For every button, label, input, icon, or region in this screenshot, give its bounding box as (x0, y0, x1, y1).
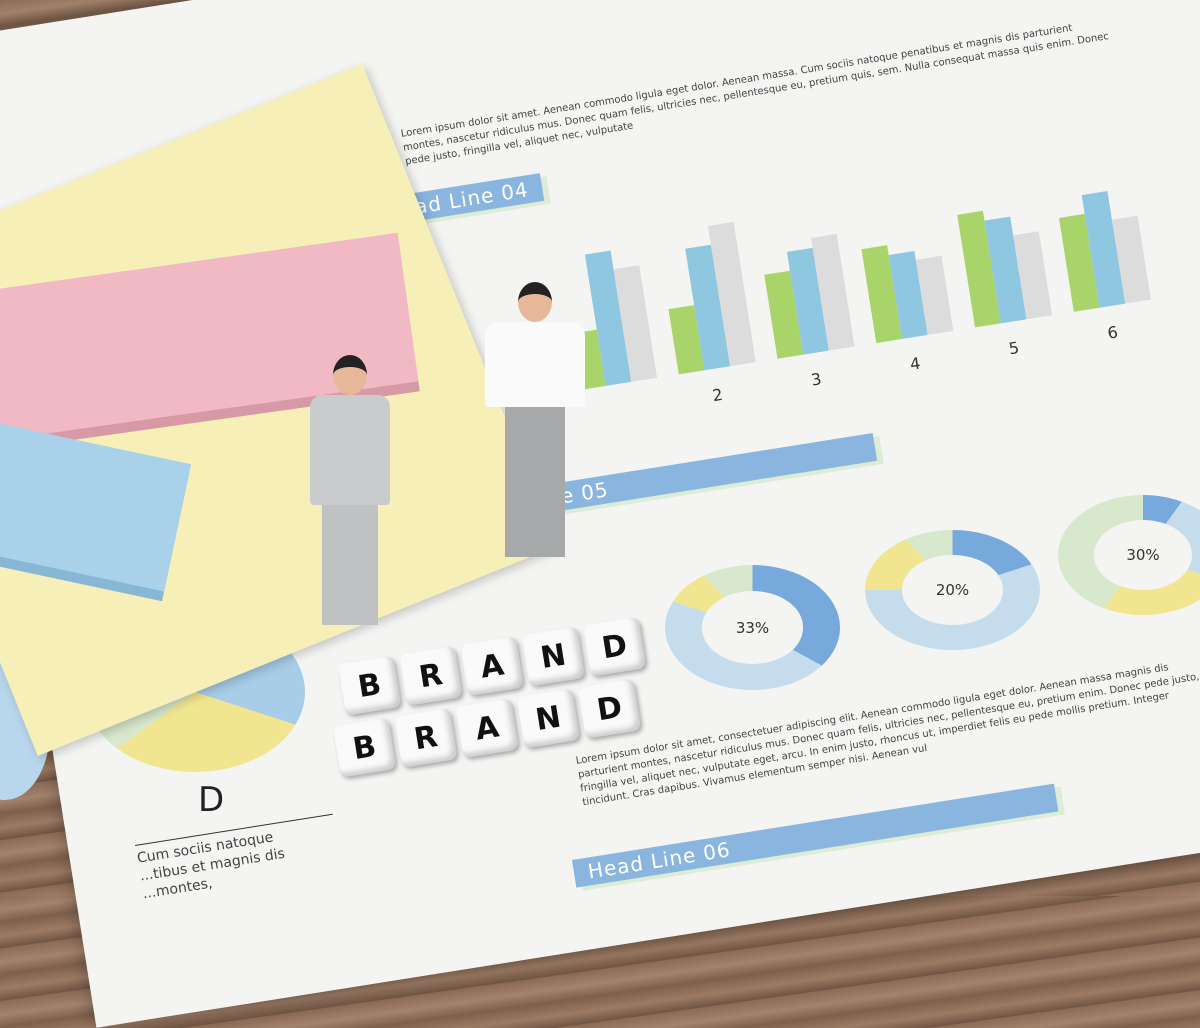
bar-group: 4 (861, 237, 954, 374)
figurine-suit (290, 355, 410, 625)
donut-label: 30% (1093, 520, 1193, 590)
figurine-torso (485, 322, 585, 407)
figurine-torso (310, 395, 390, 505)
bar-group: 2 (656, 221, 756, 405)
donut-label: 33% (701, 591, 804, 664)
donut-33: 33% (665, 565, 840, 690)
letter-cube: R (394, 707, 458, 768)
letter-cube: N (516, 688, 580, 749)
letter-cube: A (460, 635, 524, 697)
pie-label: D (198, 780, 225, 820)
donut-label: 20% (901, 555, 1004, 625)
donut-30: 30% (1058, 495, 1200, 615)
figurine-head (333, 355, 367, 395)
figurine-legs (505, 407, 565, 557)
figurine-shirt (470, 282, 600, 557)
letter-cube: R (399, 645, 463, 706)
figurine-legs (322, 505, 378, 625)
letter-cube: B (332, 717, 397, 778)
donut-20: 20% (865, 530, 1040, 650)
letter-cube: D (582, 616, 647, 677)
bar-group: 3 (760, 233, 855, 390)
letter-cube: D (577, 678, 642, 739)
letter-cube: B (337, 655, 402, 716)
figurine-head (518, 282, 552, 322)
letter-cube: A (455, 697, 519, 759)
letter-cube: N (521, 626, 585, 687)
bar-group: 5 (957, 203, 1053, 358)
